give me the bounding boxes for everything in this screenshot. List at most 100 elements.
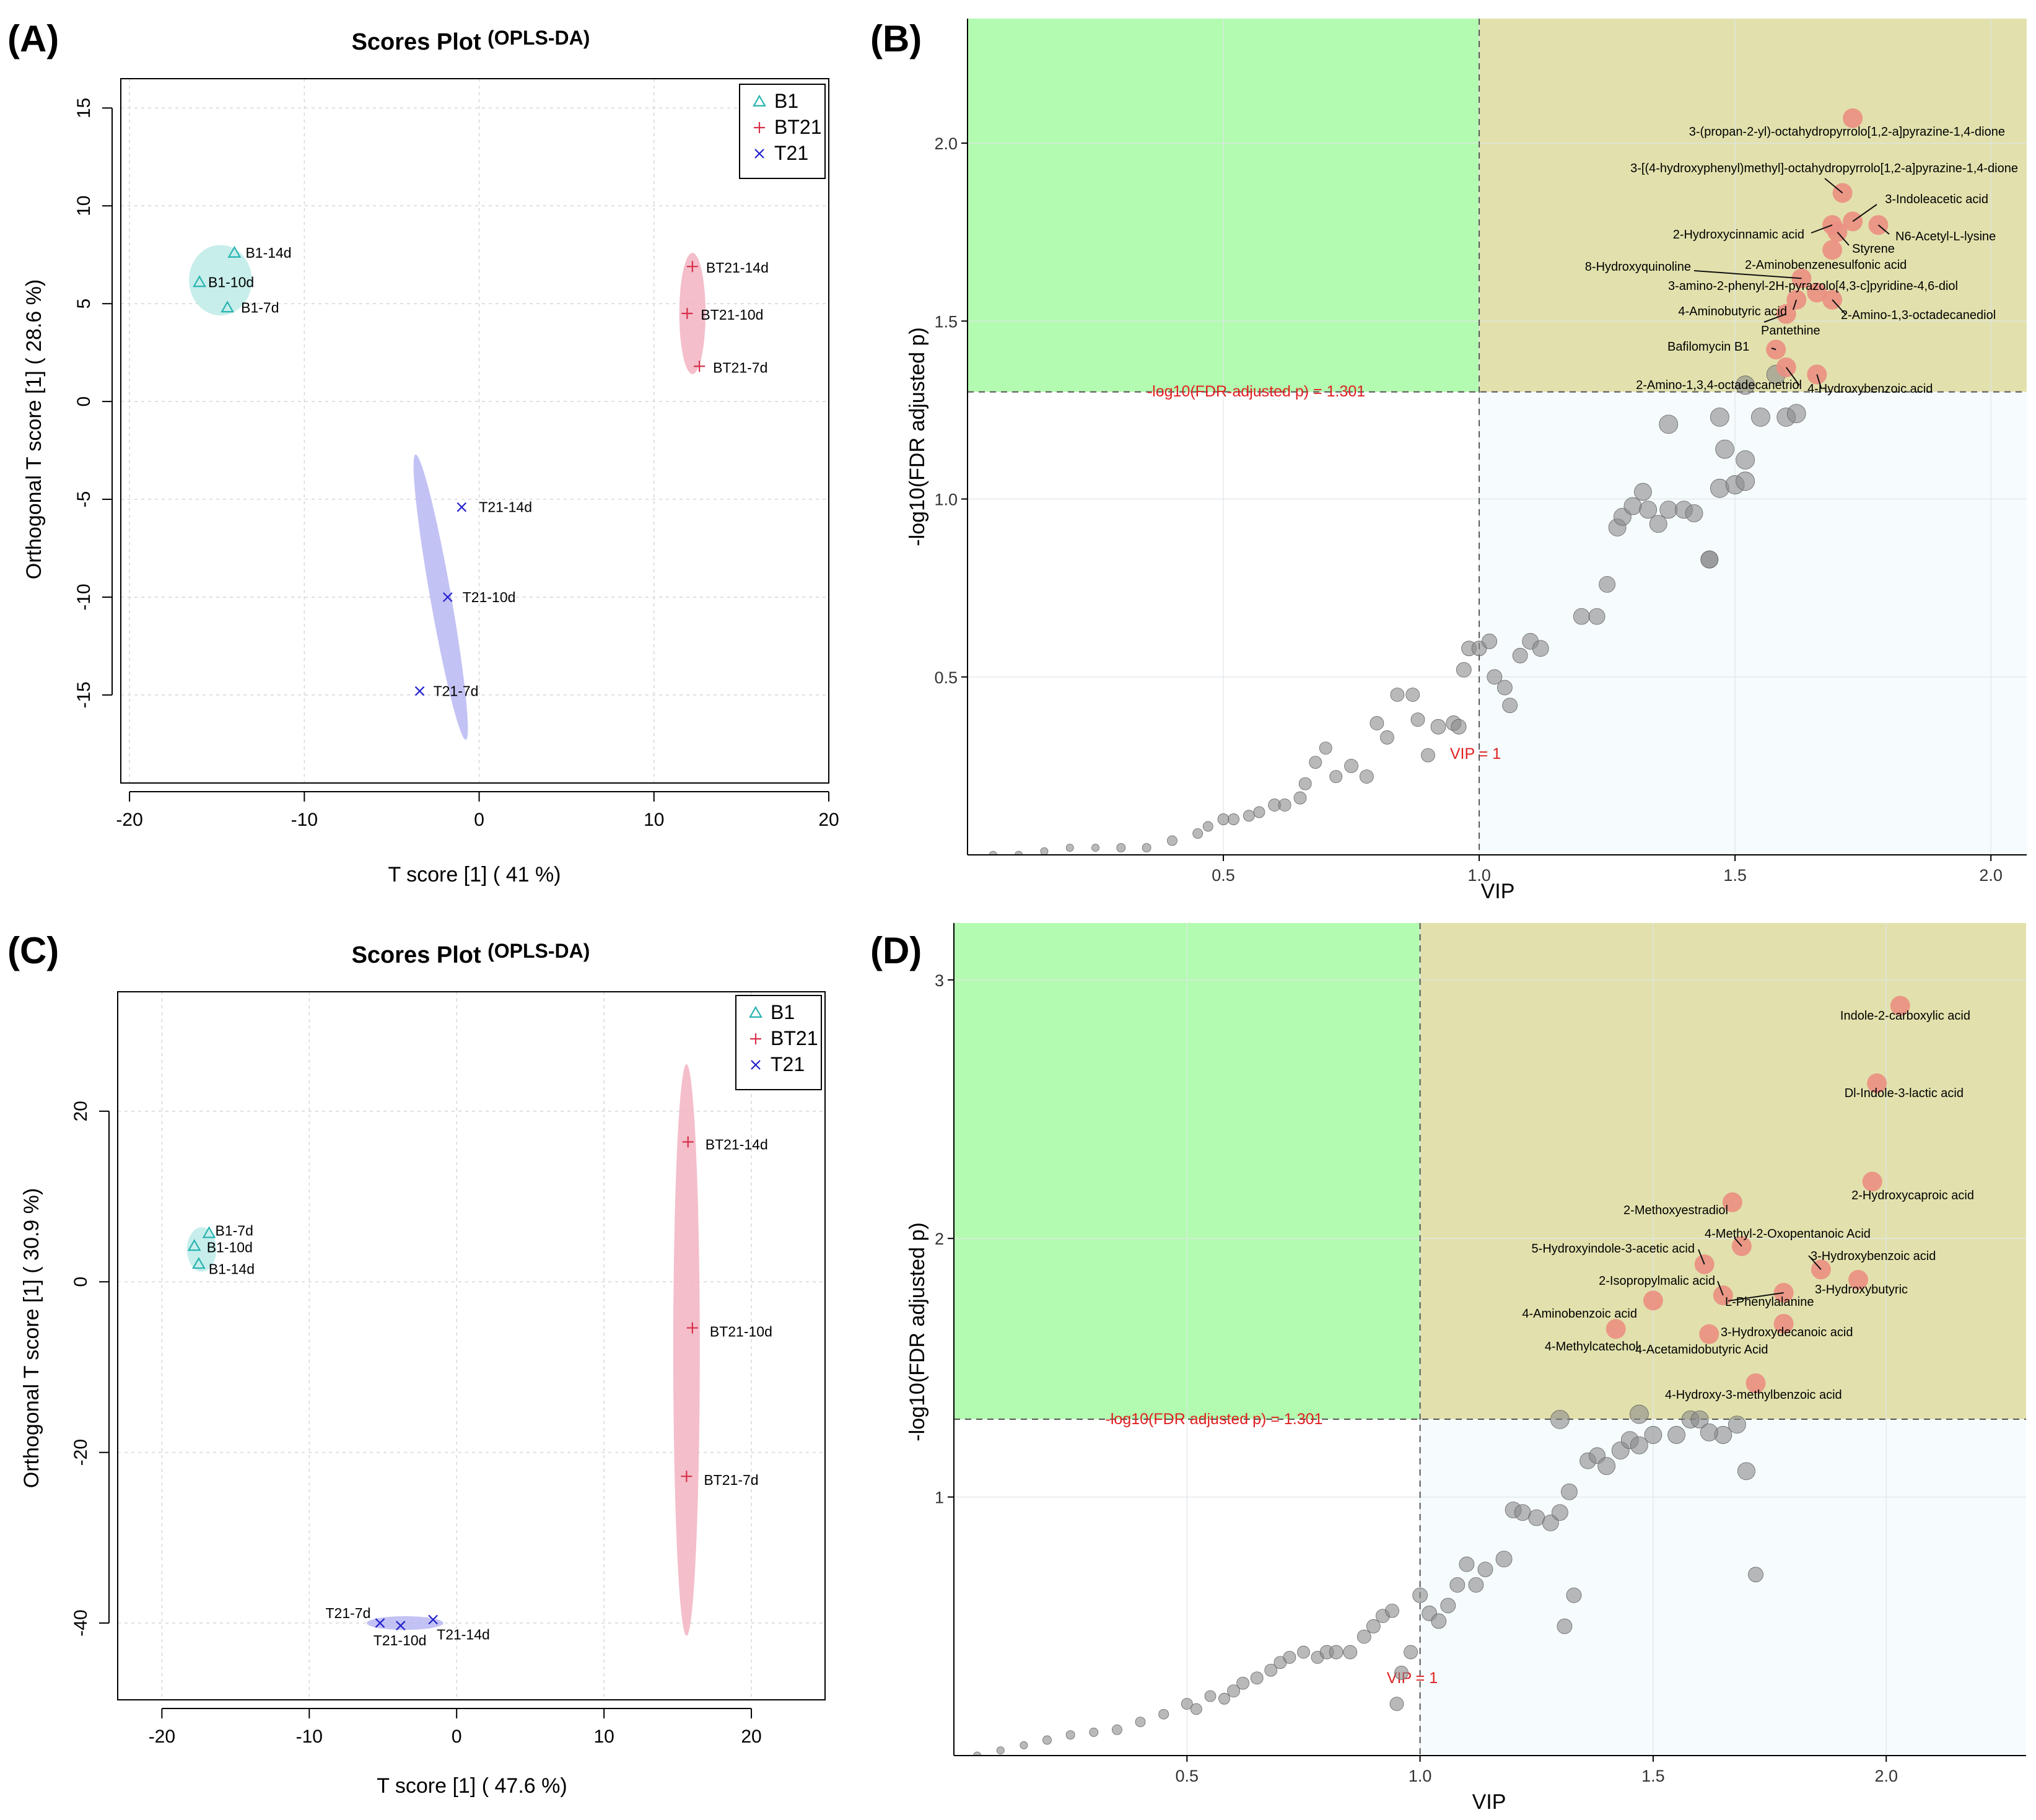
panel-c-point-label: BT21-14d <box>706 1136 768 1152</box>
panel-b-region-bottom-right <box>1479 392 2027 855</box>
panel-b-point-nonsignificant <box>1410 712 1425 727</box>
panel-d-point-nonsignificant <box>1264 1663 1278 1677</box>
panel-b-leader-line <box>1852 204 1877 222</box>
panel-a-legend: B1 BT21 T21 <box>739 84 826 179</box>
panel-a-point-label: T21-7d <box>434 683 479 699</box>
panel-b-leader-line <box>1785 367 1800 386</box>
panel-b-x-tick-label: 2.0 <box>1979 866 2003 885</box>
panel-d-point-nonsignificant <box>1690 1410 1709 1428</box>
panel-b-point-nonsignificant <box>1379 730 1394 745</box>
panel-b: (B) -log10(FDR-adjusted p) = 1.301 VIP = … <box>870 18 2027 903</box>
panel-c-point-bt21-7d <box>681 1471 693 1482</box>
panel-c-point-label: B1-14d <box>209 1261 255 1277</box>
panel-d-point-nonsignificant <box>1404 1645 1418 1660</box>
panel-b-point-nonsignificant <box>1167 835 1177 846</box>
panel-d-leader-line <box>1717 1280 1724 1296</box>
panel-a-point-label: BT21-14d <box>706 260 769 276</box>
panel-b-point-nonsignificant <box>1700 550 1719 569</box>
panel-c-plot-frame <box>117 991 826 1700</box>
panel-c-point-label: BT21-7d <box>704 1472 758 1488</box>
panel-c-point-label: T21-14d <box>437 1627 490 1643</box>
panel-b-point-nonsignificant <box>1359 769 1374 784</box>
panel-d-metabolite-label: 2-Hydroxycaproic acid <box>1851 1189 1974 1202</box>
panel-c-legend-label: B1 <box>771 1001 795 1023</box>
panel-b-point-significant <box>1776 304 1796 324</box>
panel-b-x-tick-label: 1.5 <box>1723 866 1747 885</box>
panel-a-x-tick-label: 10 <box>644 810 664 830</box>
panel-d-point-nonsignificant <box>1431 1613 1447 1629</box>
panel-d-point-nonsignificant <box>1190 1703 1202 1715</box>
panel-a-point-label: B1-14d <box>245 245 291 261</box>
panel-c-point-label: B1-7d <box>216 1223 253 1239</box>
panel-c-grid <box>118 992 825 1700</box>
panel-d-point-nonsignificant <box>1477 1562 1493 1577</box>
panel-a-y-axis: -15 -10 -5 0 5 10 15 <box>74 98 113 709</box>
panel-d-point-significant <box>1862 1171 1882 1192</box>
panel-d-point-nonsignificant <box>1385 1603 1399 1618</box>
panel-b-point-nonsignificant <box>1456 662 1472 678</box>
panel-b-point-nonsignificant <box>1512 647 1528 663</box>
panel-d-point-nonsignificant <box>1412 1587 1428 1603</box>
panel-b-metabolite-label: 2-Amino-1,3,4-octadecanetriol <box>1636 378 1802 392</box>
panel-a-point-t21-14d <box>457 502 467 512</box>
panel-a-legend-label: B1 <box>774 90 798 112</box>
panel-a: (A) Scores Plot (OPLS-DA) B1-14dB1-10dB1… <box>7 18 839 886</box>
panel-a-y-tick-label: 5 <box>74 299 94 309</box>
panel-c-title-main: Scores Plot <box>352 942 481 968</box>
panel-b-metabolite-label: 2-Amino-1,3-octadecanediol <box>1841 308 1996 322</box>
panel-a-x-tick-label: -20 <box>116 810 142 830</box>
panel-d-metabolite-label: 2-Methoxyestradiol <box>1623 1204 1728 1217</box>
panel-d-x-tick-label: 1.0 <box>1409 1767 1432 1785</box>
panel-b-metabolite-label: 4-Hydroxybenzoic acid <box>1807 382 1933 396</box>
panel-d-point-nonsignificant <box>1550 1409 1570 1429</box>
panel-letter-b: (B) <box>870 18 922 59</box>
panel-d-point-nonsignificant <box>1468 1577 1484 1593</box>
panel-d-metabolite-label: L-Phenylalanine <box>1725 1295 1814 1309</box>
panel-b-leader-line <box>1693 270 1802 279</box>
panel-a-point-label: BT21-7d <box>713 359 767 375</box>
panel-letter-c: (C) <box>7 930 59 971</box>
panel-d-point-nonsignificant <box>1557 1618 1573 1634</box>
panel-d-point-significant <box>1699 1324 1719 1344</box>
panel-b-point-nonsignificant <box>1298 777 1312 790</box>
panel-d-leader-line <box>1734 1237 1742 1247</box>
panel-b-metabolite-labels: 3-(propan-2-yl)-octahydropyrrolo[1,2-a]p… <box>1585 125 2018 396</box>
panel-b-point-significant <box>1843 108 1863 128</box>
panel-c-y-axis: -40 -20 0 20 <box>71 1101 110 1637</box>
panel-c-y-label: Orthogonal T score [1] ( 30.9 %) <box>20 1188 43 1488</box>
panel-a-point-b1-10d <box>193 275 206 287</box>
panel-d-point-nonsignificant <box>1459 1556 1475 1572</box>
panel-b-point-nonsignificant <box>1751 408 1770 427</box>
panel-c-point-bt21-10d <box>686 1322 698 1334</box>
panel-b-x-tick-label: 1.0 <box>1467 866 1491 885</box>
panel-d-metabolite-labels: Indole-2-carboxylic acid Dl-Indole-3-lact… <box>1522 1009 1974 1402</box>
panel-b-point-nonsignificant <box>1736 450 1755 470</box>
panel-d-point-significant <box>1890 995 1910 1016</box>
panel-d-point-significant <box>1773 1313 1794 1334</box>
panel-a-point-label: T21-14d <box>479 499 532 515</box>
panel-d-metabolite-label: 4-Hydroxy-3-methylbenzoic acid <box>1665 1388 1842 1402</box>
panel-d-threshold-label-p: -log10(FDR adjusted p) = 1.301 <box>1106 1411 1323 1428</box>
panel-b-point-nonsignificant <box>1309 756 1322 769</box>
panel-c-point-bt21-14d <box>682 1136 694 1148</box>
panel-d-metabolite-label: 4-Methylcatechol <box>1545 1340 1638 1354</box>
panel-d-point-significant <box>1848 1270 1869 1290</box>
panel-d-point-nonsignificant <box>1566 1587 1582 1603</box>
panel-a-y-label: Orthogonal T score [1] ( 28.6 %) <box>22 279 46 579</box>
panel-d-x-axis: 0.5 1.0 1.5 2.0 <box>1176 1756 1898 1785</box>
panel-a-x-tick-label: -10 <box>291 810 318 830</box>
panel-a-plot-frame <box>120 78 829 784</box>
panel-b-point-nonsignificant <box>1142 843 1151 852</box>
panel-b-reference-lines: -log10(FDR-adjusted p) = 1.301 VIP = 1 <box>968 19 2027 855</box>
panel-c-y-tick-label: -40 <box>71 1609 91 1636</box>
panel-c-ellipse-bt21 <box>673 1064 700 1636</box>
panel-b-point-nonsignificant <box>1202 821 1213 832</box>
panel-a-y-tick-label: -15 <box>74 681 94 708</box>
panel-d-point-nonsignificant <box>1737 1462 1755 1481</box>
panel-a-y-tick-label: 15 <box>74 98 94 118</box>
panel-a-legend-label: T21 <box>774 142 808 164</box>
panel-c-point-b1-14d <box>191 1257 206 1269</box>
panel-d-x-label: VIP <box>1472 1790 1506 1814</box>
